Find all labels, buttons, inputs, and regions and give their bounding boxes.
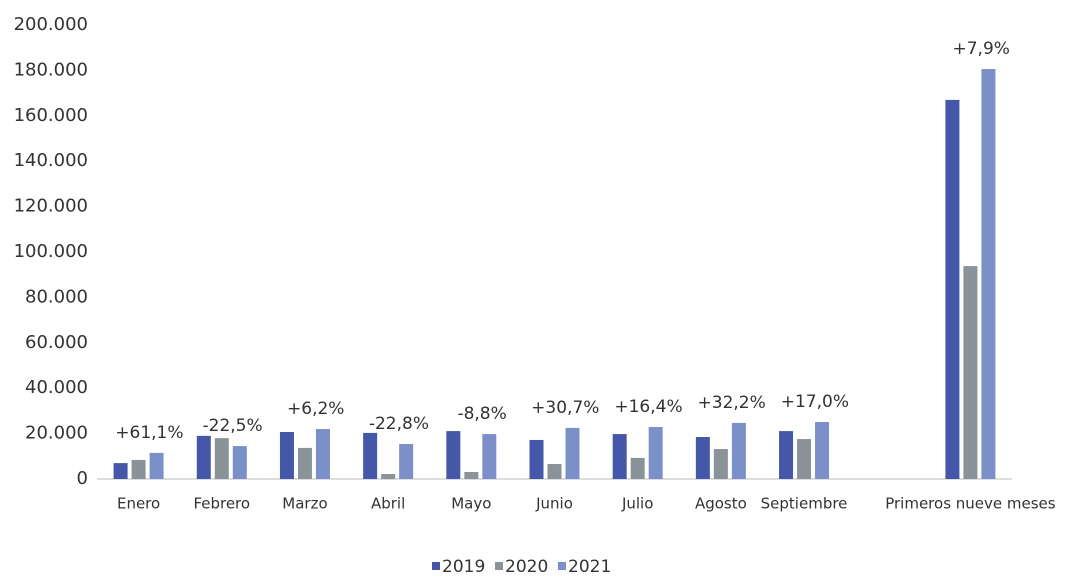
bar [731,422,746,479]
y-tick-label: 80.000 [25,286,88,307]
annotation: -8,8% [457,404,506,424]
bar [297,447,312,479]
legend-label: 2020 [505,557,548,577]
legend-swatch [558,562,566,570]
bar [446,431,461,479]
y-tick-label: 160.000 [14,105,88,126]
legend-label: 2019 [442,557,485,577]
legend-swatch [432,562,440,570]
bar [399,444,414,479]
y-tick-label: 140.000 [14,150,88,171]
y-tick-label: 40.000 [25,377,88,398]
bar [797,439,812,479]
y-tick-label: 120.000 [14,196,88,217]
x-tick-label: Abril [371,495,405,513]
bar [612,434,627,479]
x-tick-label: Julio [621,495,653,513]
x-tick-label: Febrero [193,495,250,513]
legend-label: 2021 [568,557,611,577]
bar [232,446,247,479]
y-tick-label: 0 [77,468,88,489]
bar [547,464,562,479]
bar [815,422,830,479]
bar [196,435,211,479]
x-tick-label: Septiembre [761,495,848,513]
bar [713,449,728,479]
bar [315,429,330,479]
bar [779,431,794,479]
x-tick-label: Agosto [695,495,747,513]
bar [464,471,479,479]
bar [214,438,229,479]
annotation: -22,5% [203,416,263,436]
bar [963,266,978,479]
annotation: +32,2% [698,393,766,413]
legend-swatch [495,562,503,570]
bar [981,69,996,480]
annotation: +30,7% [531,398,599,418]
x-tick-label: Enero [117,495,160,513]
y-tick-label: 200.000 [14,14,88,35]
bar [945,99,960,479]
bar [279,432,294,479]
y-tick-label: 180.000 [14,59,88,80]
bar [381,474,396,479]
bar [529,439,544,479]
bar [648,427,663,479]
bar [482,434,497,479]
bar [695,437,710,479]
y-tick-label: 20.000 [25,423,88,444]
bar [149,452,164,479]
bar [630,457,645,479]
annotation: +17,0% [781,392,849,412]
bar [113,463,128,479]
y-tick-label: 60.000 [25,332,88,353]
bar [131,459,146,479]
annotation: +61,1% [115,423,183,443]
x-tick-label: Junio [535,495,573,513]
bar [565,427,580,479]
bar [363,432,378,479]
x-tick-label: Marzo [282,495,327,513]
annotation: +7,9% [952,39,1009,59]
x-tick-label: Primeros nueve meses [885,495,1056,513]
x-tick-label: Mayo [451,495,491,513]
y-tick-label: 100.000 [14,241,88,262]
annotation: +16,4% [614,397,682,417]
annotation: +6,2% [287,399,344,419]
annotation: -22,8% [369,414,429,434]
